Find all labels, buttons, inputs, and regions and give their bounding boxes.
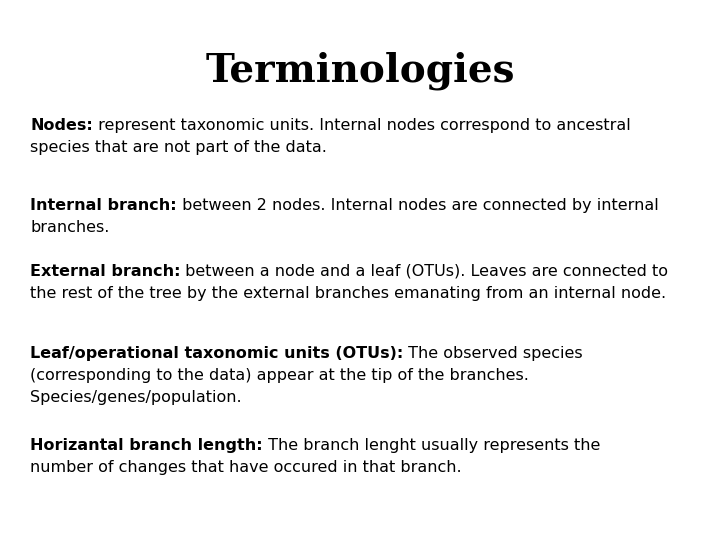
- Text: represent taxonomic units. Internal nodes correspond to ancestral: represent taxonomic units. Internal node…: [93, 118, 631, 133]
- Text: (corresponding to the data) appear at the tip of the branches.: (corresponding to the data) appear at th…: [30, 368, 529, 383]
- Text: species that are not part of the data.: species that are not part of the data.: [30, 140, 327, 155]
- Text: The branch lenght usually represents the: The branch lenght usually represents the: [263, 438, 600, 453]
- Text: Terminologies: Terminologies: [205, 52, 515, 91]
- Text: Species/genes/population.: Species/genes/population.: [30, 390, 242, 405]
- Text: Leaf/operational taxonomic units (OTUs):: Leaf/operational taxonomic units (OTUs):: [30, 346, 403, 361]
- Text: Horizantal branch length:: Horizantal branch length:: [30, 438, 263, 453]
- Text: number of changes that have occured in that branch.: number of changes that have occured in t…: [30, 460, 462, 475]
- Text: Internal branch:: Internal branch:: [30, 198, 176, 213]
- Text: Nodes:: Nodes:: [30, 118, 93, 133]
- Text: between 2 nodes. Internal nodes are connected by internal: between 2 nodes. Internal nodes are conn…: [176, 198, 658, 213]
- Text: between a node and a leaf (OTUs). Leaves are connected to: between a node and a leaf (OTUs). Leaves…: [181, 264, 668, 279]
- Text: External branch:: External branch:: [30, 264, 181, 279]
- Text: the rest of the tree by the external branches emanating from an internal node.: the rest of the tree by the external bra…: [30, 286, 666, 301]
- Text: branches.: branches.: [30, 220, 109, 235]
- Text: The observed species: The observed species: [403, 346, 583, 361]
